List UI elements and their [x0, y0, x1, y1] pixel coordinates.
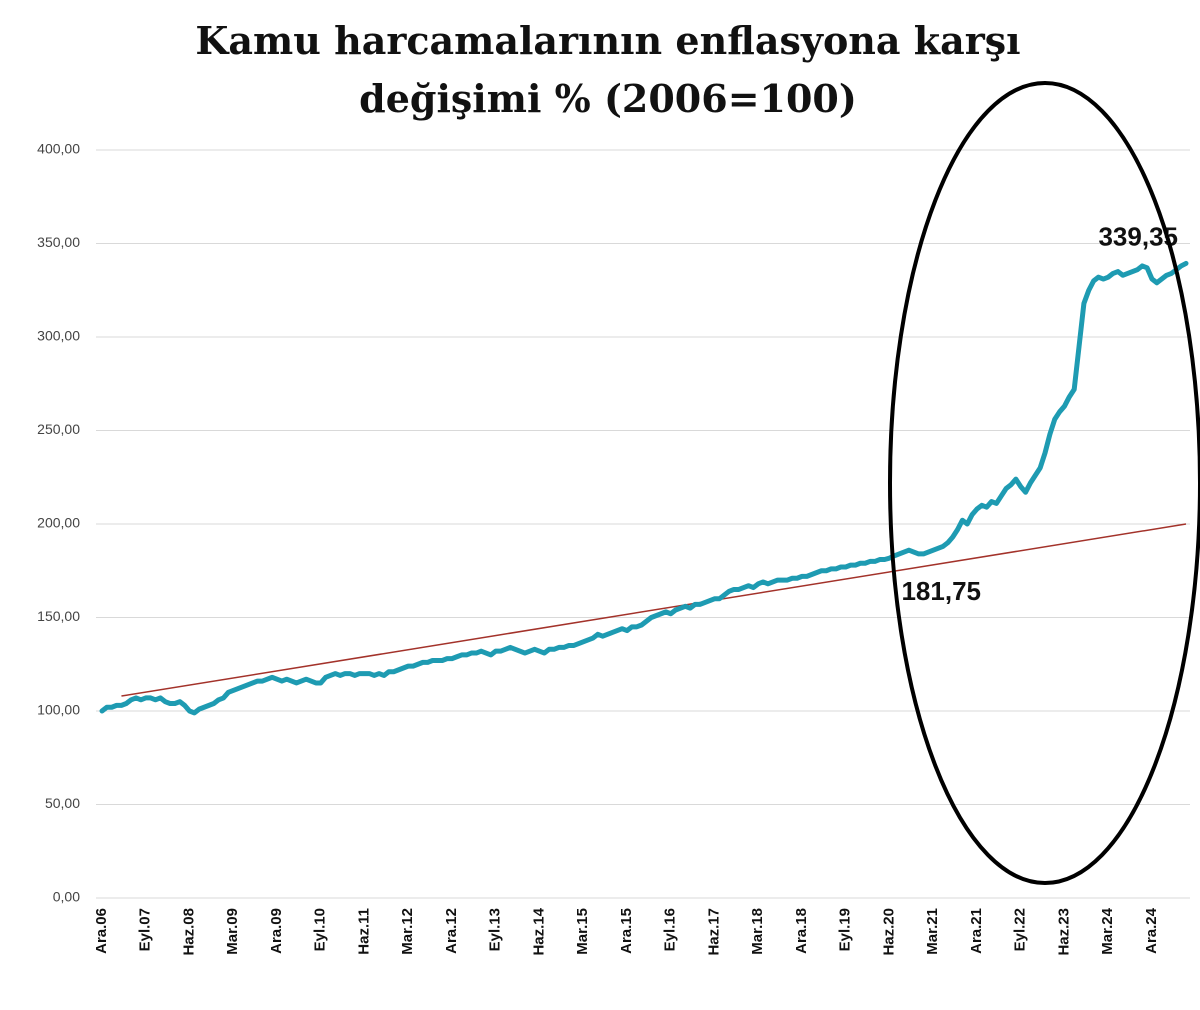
x-tick-label: Eyl.22 — [1012, 908, 1029, 951]
plot: 0,00 50,00 100,00 150,00 200,00 250,00 300,00 3… — [37, 141, 1190, 956]
trend-line — [121, 523, 1187, 697]
x-tick-label: Haz.11 — [355, 908, 372, 955]
y-tick-label: 100,00 — [37, 702, 80, 718]
x-tick-label: Haz.17 — [705, 908, 722, 956]
x-tick-label: Haz.23 — [1055, 908, 1072, 956]
x-tick-label: Eyl.10 — [312, 908, 329, 951]
x-tick-label: Ara.24 — [1143, 907, 1160, 954]
x-tick-label: Ara.09 — [268, 908, 285, 954]
y-tick-label: 300,00 — [37, 328, 80, 344]
y-tick-label: 50,00 — [45, 795, 80, 811]
x-tick-label: Ara.15 — [618, 908, 635, 954]
y-tick-label: 0,00 — [53, 889, 80, 905]
x-tick-label: Mar.21 — [924, 908, 941, 955]
x-tick-label: Haz.14 — [530, 907, 547, 955]
x-tick-label: Ara.21 — [968, 908, 985, 954]
x-tick-label: Haz.08 — [180, 908, 197, 956]
x-tick-label: Eyl.19 — [837, 908, 854, 951]
x-tick-label: Mar.09 — [224, 908, 241, 955]
x-tick-label: Haz.20 — [880, 908, 897, 956]
x-tick-label: Eyl.13 — [487, 908, 504, 951]
chart-title: Kamu harcamalarının enflasyona karşı — [195, 18, 1020, 63]
x-tick-label: Eyl.07 — [137, 908, 154, 951]
y-tick-label: 200,00 — [37, 515, 80, 531]
highlight-ellipse — [888, 81, 1200, 885]
y-tick-label: 150,00 — [37, 608, 80, 624]
data-line — [99, 260, 1189, 716]
annotation: 181,75 — [901, 576, 981, 606]
x-tick-label: Mar.15 — [574, 908, 591, 955]
x-tick-label: Ara.12 — [443, 908, 460, 954]
y-tick-label: 350,00 — [37, 234, 80, 250]
y-tick-label: 250,00 — [37, 421, 80, 437]
x-tick-label: Mar.18 — [749, 908, 766, 955]
x-tick-label: Mar.12 — [399, 908, 416, 955]
x-tick-label: Mar.24 — [1099, 907, 1116, 954]
x-tick-label: Eyl.16 — [662, 908, 679, 951]
x-tick-label: Ara.06 — [93, 908, 110, 954]
y-tick-label: 400,00 — [37, 141, 80, 157]
x-tick-label: Ara.18 — [793, 908, 810, 954]
chart-title: değişimi % (2006=100) — [359, 76, 857, 121]
